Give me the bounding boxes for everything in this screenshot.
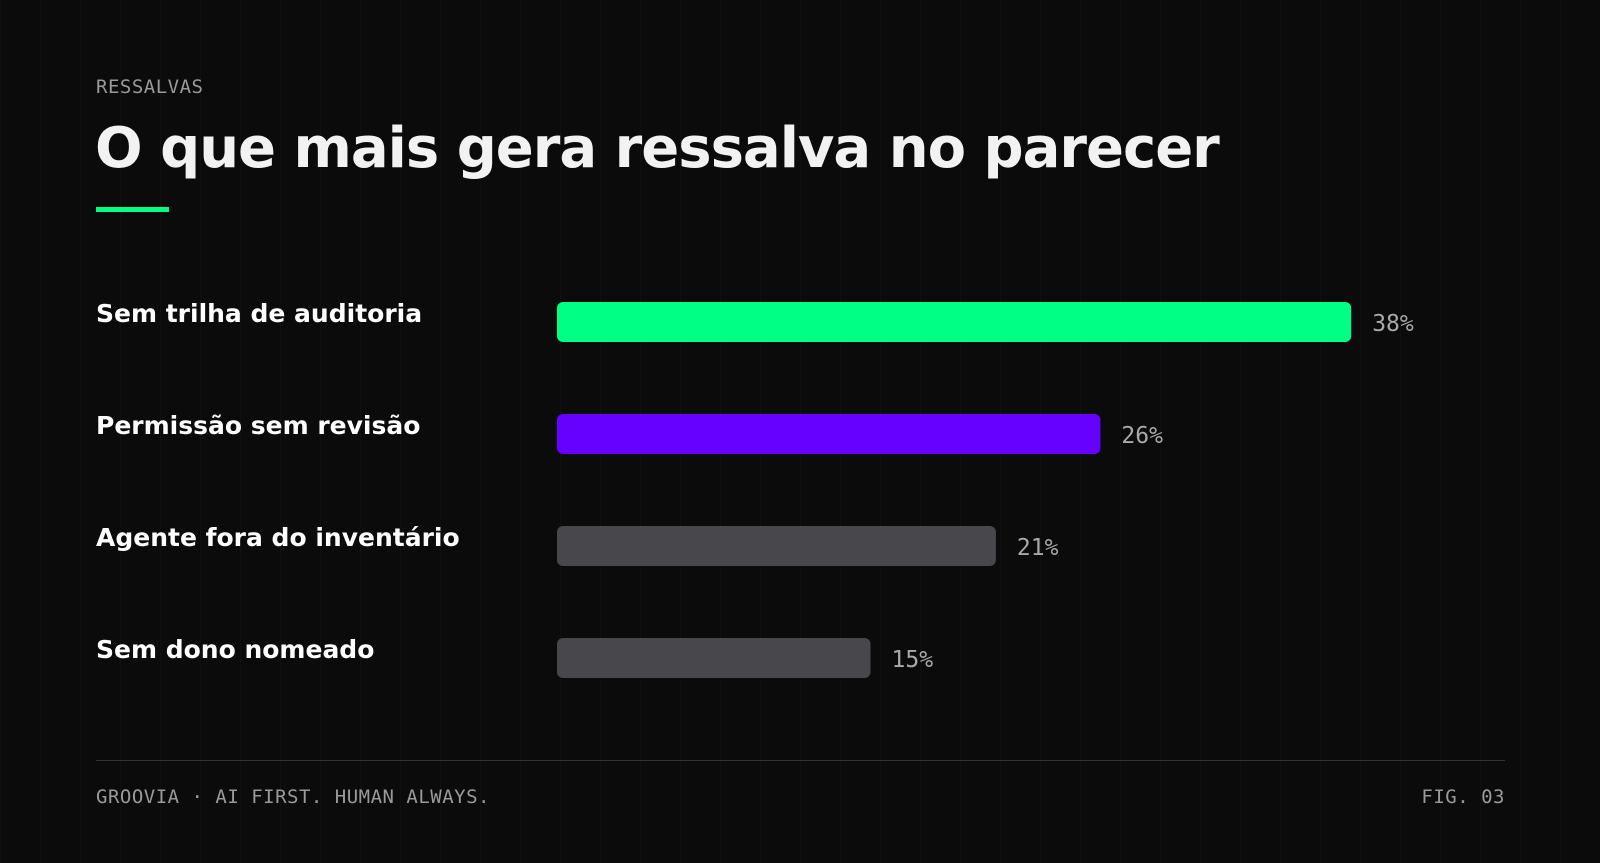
title-accent-underline bbox=[96, 207, 169, 212]
bar bbox=[557, 414, 1101, 454]
category-label: Agente fora do inventário bbox=[96, 523, 460, 552]
figure-number: FIG. 03 bbox=[1421, 786, 1505, 808]
category-label: Sem trilha de auditoria bbox=[96, 299, 422, 328]
bar-row: Permissão sem revisão 26% bbox=[96, 411, 1163, 454]
bar bbox=[557, 302, 1352, 342]
value-label: 26% bbox=[1121, 423, 1163, 449]
bar bbox=[557, 526, 996, 566]
bar-row: Agente fora do inventário 21% bbox=[96, 523, 1059, 566]
bar-row: Sem dono nomeado 15% bbox=[96, 635, 933, 678]
chart-title: O que mais gera ressalva no parecer bbox=[95, 116, 1220, 181]
section-eyebrow: RESSALVAS bbox=[96, 76, 204, 98]
bar-chart: Sem trilha de auditoria 38% Permissão sem … bbox=[96, 299, 1414, 678]
category-label: Sem dono nomeado bbox=[96, 635, 374, 664]
bar-row: Sem trilha de auditoria 38% bbox=[96, 299, 1414, 342]
value-label: 15% bbox=[892, 647, 934, 673]
footer-brand-tagline: GROOVIA · AI FIRST. HUMAN ALWAYS. bbox=[96, 786, 490, 808]
footer-divider bbox=[96, 760, 1505, 761]
bar bbox=[557, 638, 871, 678]
category-label: Permissão sem revisão bbox=[96, 411, 420, 440]
value-label: 21% bbox=[1017, 535, 1059, 561]
value-label: 38% bbox=[1372, 311, 1414, 337]
